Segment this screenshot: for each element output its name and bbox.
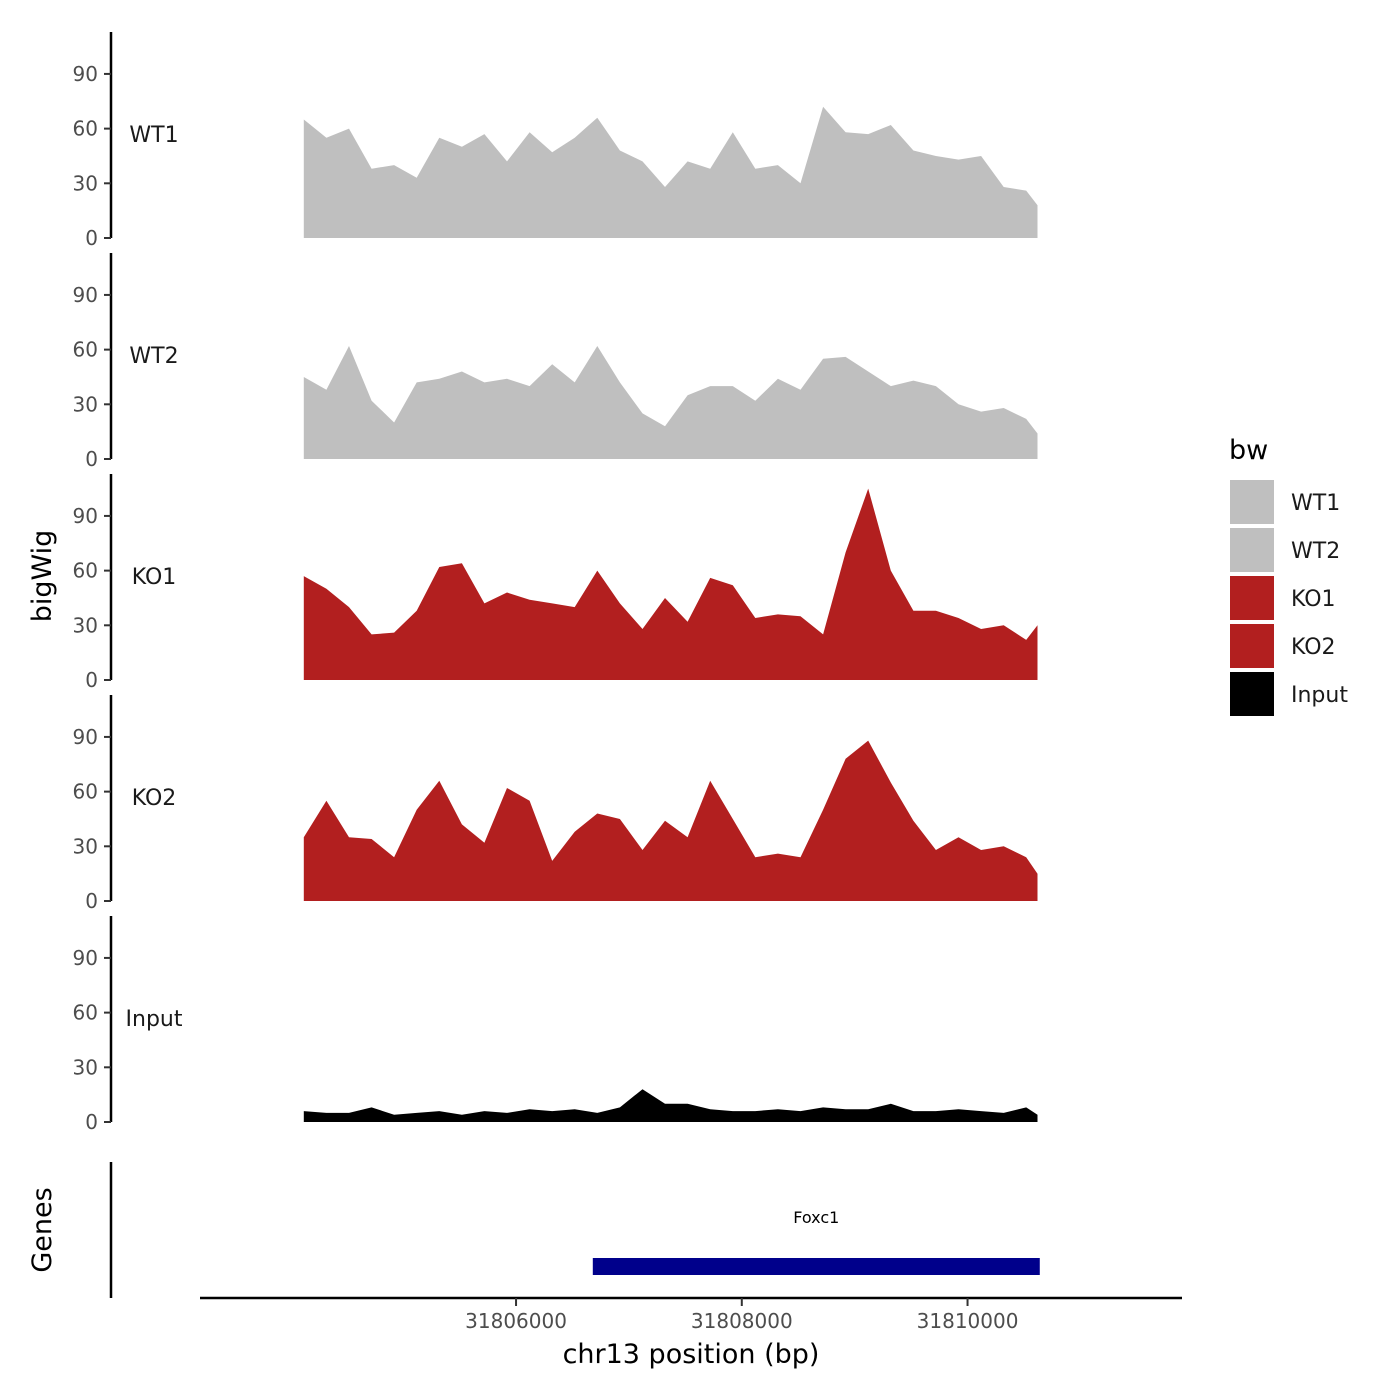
y-axis-title: bigWig bbox=[27, 530, 58, 623]
y-tick-label: 90 bbox=[73, 283, 98, 307]
y-tick-label: 60 bbox=[73, 780, 98, 804]
y-tick-label: 90 bbox=[73, 504, 98, 528]
signal-area-ko2 bbox=[303, 740, 1038, 901]
x-axis: 31806000 31808000 31810000 chr13 position … bbox=[200, 1296, 1182, 1370]
track-label: KO2 bbox=[132, 786, 177, 811]
legend-swatch bbox=[1230, 624, 1274, 668]
gene-body bbox=[592, 1258, 1040, 1275]
gene-foxc1: Foxc1 bbox=[592, 1208, 1040, 1275]
x-tick-label: 31806000 bbox=[465, 1309, 567, 1333]
legend-swatch bbox=[1230, 528, 1274, 572]
y-tick-label: 60 bbox=[73, 559, 98, 583]
y-tick-label: 90 bbox=[73, 725, 98, 749]
y-tick-label: 0 bbox=[85, 668, 98, 692]
legend-item-ko2: KO2 bbox=[1230, 624, 1336, 668]
legend-label: KO1 bbox=[1291, 587, 1336, 612]
track-label: Input bbox=[126, 1007, 183, 1032]
x-tick-label: 31808000 bbox=[691, 1309, 793, 1333]
legend-swatch bbox=[1230, 480, 1274, 524]
track-ko2: 0 30 60 90 KO2 bbox=[73, 695, 1038, 913]
genes-axis-title: Genes bbox=[27, 1187, 58, 1272]
legend-item-wt2: WT2 bbox=[1230, 528, 1340, 572]
y-tick-label: 60 bbox=[73, 338, 98, 362]
legend-title: bw bbox=[1229, 435, 1268, 466]
y-tick-label: 0 bbox=[85, 226, 98, 250]
legend-label: KO2 bbox=[1291, 635, 1336, 660]
y-tick-label: 30 bbox=[73, 613, 98, 637]
x-axis-ticks: 31806000 31808000 31810000 bbox=[465, 1298, 1018, 1333]
gene-panel: Genes Foxc1 bbox=[27, 1162, 1040, 1298]
y-tick-label: 60 bbox=[73, 1001, 98, 1025]
track-wt1: 0 30 60 90 WT1 bbox=[73, 32, 1038, 250]
track-wt2: 0 30 60 90 WT2 bbox=[73, 253, 1038, 471]
y-tick-label: 0 bbox=[85, 447, 98, 471]
legend-label: WT1 bbox=[1291, 491, 1340, 516]
legend-item-input: Input bbox=[1230, 672, 1348, 716]
y-tick-label: 90 bbox=[73, 946, 98, 970]
y-tick-label: 30 bbox=[73, 171, 98, 195]
track-ko1: 0 30 60 90 KO1 bbox=[73, 474, 1038, 692]
x-axis-title: chr13 position (bp) bbox=[563, 1339, 820, 1370]
gene-label: Foxc1 bbox=[793, 1208, 839, 1227]
y-tick-label: 0 bbox=[85, 1110, 98, 1134]
legend-item-wt1: WT1 bbox=[1230, 480, 1340, 524]
signal-area-input bbox=[303, 1089, 1038, 1122]
y-tick-label: 30 bbox=[73, 834, 98, 858]
legend-swatch bbox=[1230, 672, 1274, 716]
y-tick-label: 0 bbox=[85, 889, 98, 913]
signal-area-wt1 bbox=[303, 106, 1038, 238]
legend-label: WT2 bbox=[1291, 539, 1340, 564]
y-tick-label: 30 bbox=[73, 1055, 98, 1079]
y-tick-label: 60 bbox=[73, 117, 98, 141]
track-panels: 0 30 60 90 WT1 0 30 60 90 WT2 0 30 60 90 KO1 0 30 60 90 KO2… bbox=[73, 32, 1038, 1134]
gene-models: Foxc1 bbox=[592, 1208, 1040, 1275]
legend-label: Input bbox=[1291, 683, 1348, 708]
track-input: 0 30 60 90 Input bbox=[73, 916, 1038, 1134]
track-label: KO1 bbox=[132, 565, 177, 590]
legend: bw WT1 WT2 KO1 KO2 Input bbox=[1229, 435, 1348, 716]
signal-area-ko1 bbox=[303, 488, 1038, 680]
x-tick-label: 31810000 bbox=[917, 1309, 1019, 1333]
legend-item-ko1: KO1 bbox=[1230, 576, 1336, 620]
legend-swatch bbox=[1230, 576, 1274, 620]
track-label: WT2 bbox=[129, 344, 178, 369]
signal-area-wt2 bbox=[303, 346, 1038, 459]
y-tick-label: 30 bbox=[73, 392, 98, 416]
legend-items: WT1 WT2 KO1 KO2 Input bbox=[1230, 480, 1348, 716]
y-tick-label: 90 bbox=[73, 62, 98, 86]
track-label: WT1 bbox=[129, 123, 178, 148]
